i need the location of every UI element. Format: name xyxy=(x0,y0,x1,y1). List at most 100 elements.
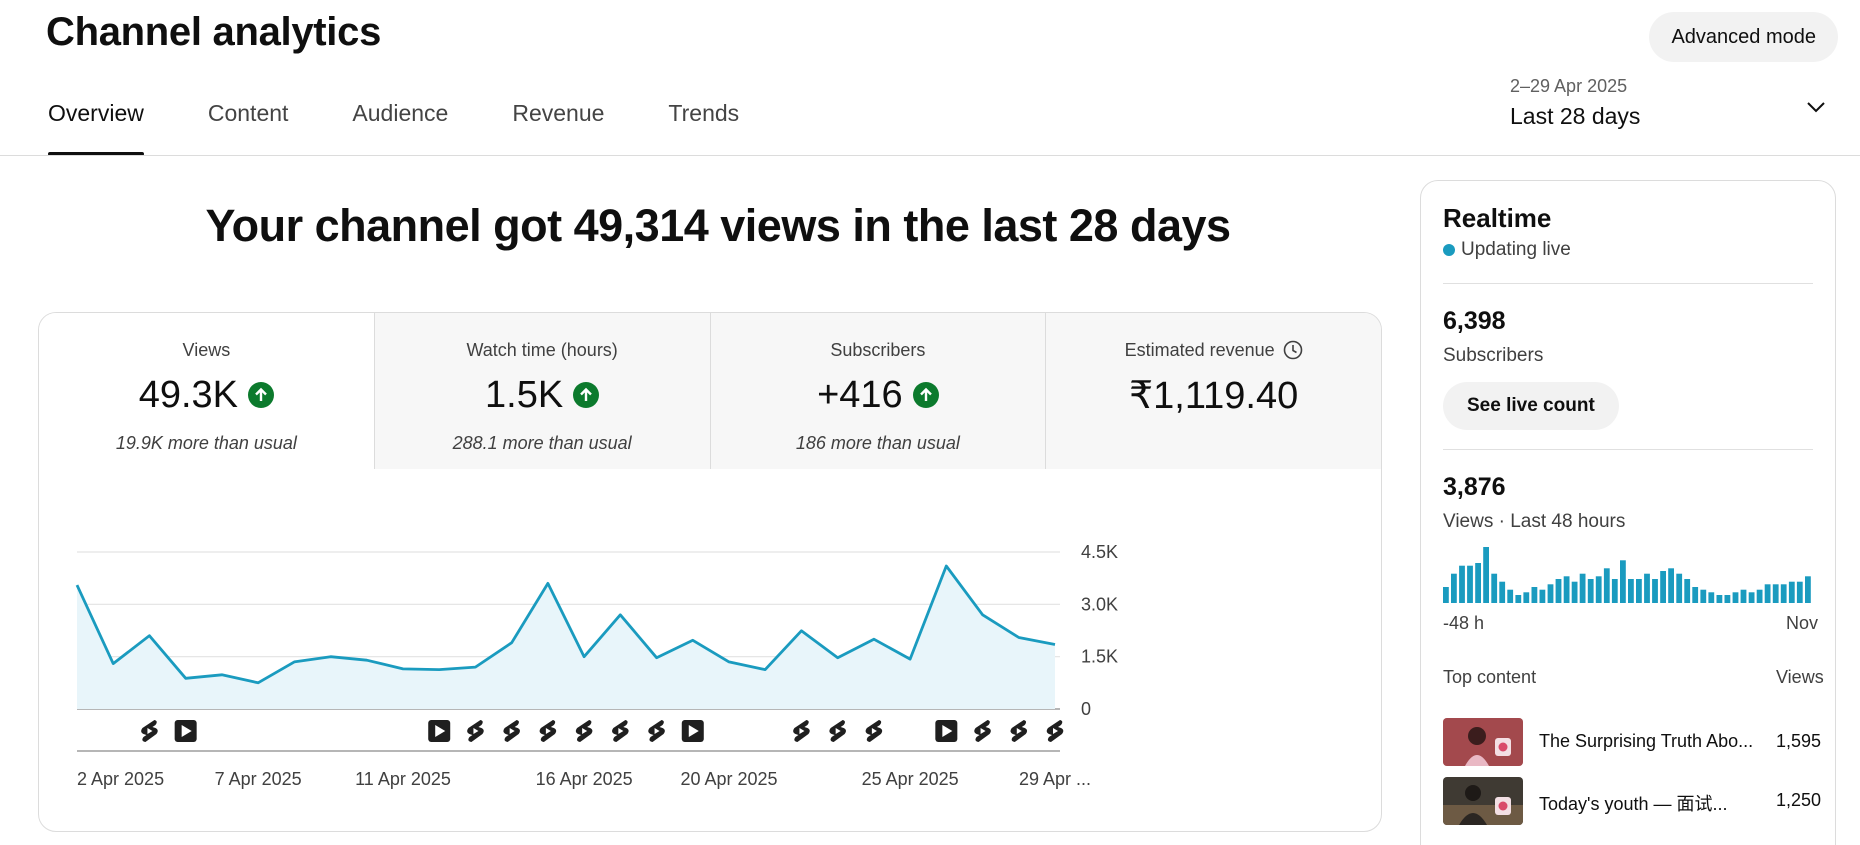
realtime-bar xyxy=(1467,565,1473,603)
realtime-bar xyxy=(1652,579,1658,603)
realtime-bar xyxy=(1676,573,1683,603)
realtime-bar xyxy=(1700,589,1707,603)
tab-overview[interactable]: Overview xyxy=(48,100,144,156)
short-upload-icon xyxy=(829,720,846,742)
page-title: Channel analytics xyxy=(46,10,382,54)
views-chart[interactable]: 0 1.5K 3.0K 4.5K 2 Apr 2025 7 Apr 2025 11 Apr … xyxy=(39,469,1382,832)
arrow-up-icon xyxy=(912,382,939,408)
metric-label: Estimated revenue xyxy=(1124,339,1275,360)
short-upload-icon xyxy=(793,720,810,742)
realtime-bar xyxy=(1692,587,1699,603)
video-upload-icon xyxy=(681,720,704,742)
metric-watch-time[interactable]: Watch time (hours) 1.5K 288.1 more than … xyxy=(373,313,710,469)
x-tick-label: 25 Apr 2025 xyxy=(862,769,959,789)
realtime-panel: Realtime Updating live 6,398 Subscribers… xyxy=(1420,180,1836,845)
live-dot-icon xyxy=(1443,244,1455,256)
top-content-row[interactable]: Today's youth — 面试... 1,250 xyxy=(1443,777,1835,825)
metric-label-row: Estimated revenue xyxy=(1046,339,1381,361)
top-content-title[interactable]: The Surprising Truth Abo... xyxy=(1539,731,1754,751)
realtime-bar xyxy=(1805,576,1811,603)
short-upload-icon xyxy=(467,720,484,742)
tab-audience[interactable]: Audience xyxy=(352,100,449,126)
views-line xyxy=(75,564,1056,685)
short-upload-icon xyxy=(974,720,991,742)
realtime-bar xyxy=(1732,592,1739,603)
divider xyxy=(1443,283,1813,284)
x-tick-label: 29 Apr ... xyxy=(1019,769,1091,789)
realtime-bar xyxy=(1636,579,1642,603)
realtime-bar xyxy=(1483,547,1489,603)
realtime-bar xyxy=(1443,587,1449,603)
metric-note: 288.1 more than usual xyxy=(452,433,632,453)
overview-chart-card: Views 49.3K 19.9K more than usual Watch … xyxy=(38,312,1382,832)
metric-value-row: 49.3K xyxy=(39,373,374,417)
metric-value-row: +416 xyxy=(711,373,1046,417)
video-thumbnail xyxy=(1443,777,1523,825)
top-content-title[interactable]: Today's youth — 面试... xyxy=(1539,794,1728,814)
short-upload-icon xyxy=(612,720,629,742)
realtime-bar xyxy=(1507,589,1514,603)
realtime-bar xyxy=(1515,595,1522,603)
metric-value-row: ₹1,119.40 xyxy=(1046,373,1381,417)
metric-estimated-revenue[interactable]: Estimated revenue ₹1,119.40 xyxy=(1045,313,1381,469)
realtime-bar xyxy=(1603,568,1610,603)
metric-views[interactable]: Views 49.3K 19.9K more than usual xyxy=(39,313,374,469)
metric-value-row: 1.5K xyxy=(375,373,710,417)
video-upload-icon xyxy=(174,720,197,742)
top-content-row[interactable]: The Surprising Truth Abo... 1,595 xyxy=(1443,718,1835,766)
short-upload-icon xyxy=(1010,720,1028,742)
realtime-bar xyxy=(1547,584,1554,603)
metric-note: 186 more than usual xyxy=(795,433,960,453)
metric-value: ₹1,119.40 xyxy=(1128,374,1299,417)
video-upload-icon xyxy=(428,720,451,742)
realtime-bar xyxy=(1748,592,1755,603)
y-tick-label: 3.0K xyxy=(1081,594,1118,614)
realtime-bar xyxy=(1595,576,1602,603)
realtime-axis-start: -48 h xyxy=(1443,613,1485,633)
realtime-bar xyxy=(1772,584,1779,603)
y-tick-label: 4.5K xyxy=(1081,542,1118,562)
date-range-dates: 2–29 Apr 2025 xyxy=(1510,76,1628,96)
realtime-bar xyxy=(1523,592,1530,603)
views-headline: Your channel got 49,314 views in the las… xyxy=(205,200,1231,251)
realtime-bar xyxy=(1539,589,1546,603)
realtime-bar xyxy=(1531,587,1538,603)
metric-label: Watch time (hours) xyxy=(466,339,618,360)
x-tick-label: 20 Apr 2025 xyxy=(680,769,777,789)
realtime-subscribers-label: Subscribers xyxy=(1443,345,1544,366)
realtime-bar xyxy=(1451,573,1457,603)
top-content-views: 1,250 xyxy=(1776,790,1822,810)
date-range-picker[interactable]: 2–29 Apr 2025 Last 28 days xyxy=(1510,76,1840,136)
realtime-bar xyxy=(1716,595,1723,603)
realtime-bar xyxy=(1660,571,1666,603)
short-upload-icon xyxy=(1046,720,1064,742)
metric-subscribers[interactable]: Subscribers +416 186 more than usual xyxy=(709,313,1046,469)
realtime-bar xyxy=(1579,573,1586,603)
tab-trends[interactable]: Trends xyxy=(668,100,740,126)
x-tick-label: 11 Apr 2025 xyxy=(355,769,451,789)
arrow-up-icon xyxy=(248,382,275,408)
clock-icon[interactable] xyxy=(1283,340,1303,360)
short-upload-icon xyxy=(865,720,883,742)
see-live-count-button[interactable]: See live count xyxy=(1443,382,1619,430)
realtime-bar xyxy=(1611,579,1618,603)
views-area xyxy=(77,566,1055,709)
metric-value: +416 xyxy=(817,373,903,416)
metric-value: 1.5K xyxy=(485,373,564,416)
realtime-bar xyxy=(1788,581,1795,603)
advanced-mode-button[interactable]: Advanced mode xyxy=(1649,12,1838,62)
realtime-bar xyxy=(1475,563,1481,603)
x-tick-label: 16 Apr 2025 xyxy=(536,769,633,789)
realtime-bar xyxy=(1628,579,1634,603)
realtime-bar xyxy=(1780,584,1787,603)
tab-revenue[interactable]: Revenue xyxy=(512,100,605,126)
realtime-bar xyxy=(1756,589,1763,603)
tab-content[interactable]: Content xyxy=(207,100,289,126)
chevron-down-icon xyxy=(1807,102,1825,113)
arrow-up-icon xyxy=(573,382,600,408)
realtime-bar xyxy=(1459,565,1465,603)
realtime-bar-chart[interactable] xyxy=(1443,541,1813,603)
tab-bar: Overview Content Audience Revenue Trends xyxy=(48,100,803,156)
realtime-bar xyxy=(1796,581,1803,603)
realtime-bar xyxy=(1499,581,1506,603)
